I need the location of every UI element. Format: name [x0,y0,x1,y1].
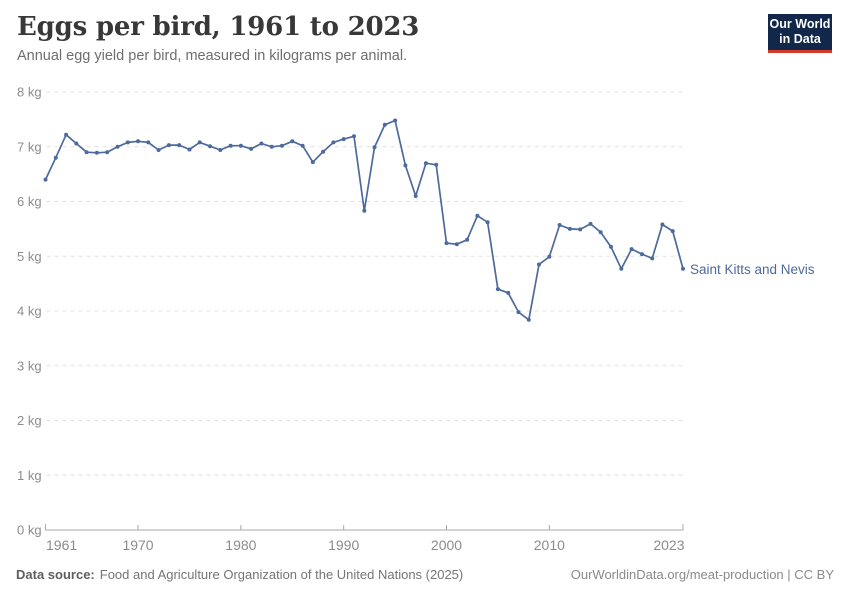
x-axis-label: 1990 [328,537,359,553]
data-point[interactable] [290,139,295,144]
data-point[interactable] [516,310,521,315]
y-axis-label: 3 kg [17,358,42,373]
y-axis-label: 2 kg [17,413,42,428]
data-source-text: Food and Agriculture Organization of the… [99,567,464,582]
x-axis-label: 2010 [534,537,565,553]
data-point[interactable] [105,150,110,155]
data-point[interactable] [259,141,264,146]
data-point[interactable] [444,241,449,246]
data-point[interactable] [598,230,603,235]
data-point[interactable] [465,237,470,242]
owid-logo-line2: in Data [779,32,821,46]
data-point[interactable] [423,161,428,166]
data-point[interactable] [331,140,336,145]
data-point[interactable] [547,254,552,259]
owid-logo[interactable]: Our World in Data [768,14,832,53]
series-entity-label: Saint Kitts and Nevis [690,262,815,277]
data-point[interactable] [269,144,274,149]
data-point[interactable] [475,213,480,218]
data-point[interactable] [362,208,367,213]
owid-logo-line1: Our World [769,17,831,31]
data-point[interactable] [238,143,243,148]
data-point[interactable] [280,143,284,148]
y-axis-label: 5 kg [17,249,42,264]
license-link[interactable]: OurWorldinData.org/meat-production | CC … [570,567,834,582]
data-point[interactable] [434,162,439,167]
data-point[interactable] [64,132,69,137]
y-axis-label: 1 kg [17,468,42,483]
x-axis-label: 2000 [431,537,462,553]
data-point[interactable] [557,223,562,227]
data-point[interactable] [74,141,79,146]
data-point[interactable] [413,194,418,198]
data-point[interactable] [393,118,398,123]
data-point[interactable] [43,177,48,182]
chart-header: Eggs per bird, 1961 to 2023 Annual egg y… [17,12,747,64]
data-point[interactable] [352,134,356,139]
data-point[interactable] [156,148,161,152]
data-point[interactable] [166,143,171,148]
y-axis-label: 4 kg [17,304,42,319]
x-axis-label: 1970 [122,537,153,553]
data-point[interactable] [588,221,593,226]
data-point[interactable] [485,220,490,225]
data-point[interactable] [567,226,572,231]
data-line[interactable] [44,119,684,321]
data-point[interactable] [208,144,212,149]
data-point[interactable] [310,160,315,165]
data-source-label: Data source: [16,567,95,582]
data-point[interactable] [136,139,140,144]
data-point[interactable] [249,146,254,151]
data-point[interactable] [526,317,531,322]
data-point[interactable] [300,143,305,148]
data-point[interactable] [639,252,644,257]
data-point[interactable] [341,137,346,142]
data-point[interactable] [578,227,583,232]
data-point[interactable] [321,149,326,154]
data-point[interactable] [218,148,223,152]
y-axis-label: 7 kg [17,139,42,154]
data-point[interactable] [506,290,511,295]
chart-subtitle: Annual egg yield per bird, measured in k… [17,48,408,64]
data-point[interactable] [146,140,151,145]
data-point[interactable] [84,150,89,155]
y-axis-label: 0 kg [17,523,42,538]
data-point[interactable] [670,229,675,234]
data-point[interactable] [609,244,613,249]
data-point[interactable] [177,143,182,148]
chart-footer: Data source: Food and Agriculture Organiz… [16,567,834,582]
data-point[interactable] [681,266,685,271]
x-axis-label: 2023 [653,537,684,553]
data-point[interactable] [125,140,130,145]
data-point[interactable] [187,147,192,152]
data-point[interactable] [228,143,233,148]
data-point[interactable] [660,222,665,227]
data-point[interactable] [537,262,541,267]
data-point[interactable] [372,145,377,150]
data-point[interactable] [619,266,624,271]
data-point[interactable] [454,242,459,247]
data-point[interactable] [650,256,655,261]
data-point[interactable] [629,247,634,252]
y-axis-label: 8 kg [17,85,42,100]
data-point[interactable] [197,140,202,145]
data-point[interactable] [495,287,500,292]
x-axis-label: 1961 [46,537,77,553]
data-point[interactable] [53,155,58,160]
data-point[interactable] [403,163,408,168]
data-source: Data source: Food and Agriculture Organiz… [16,567,463,582]
x-axis-label: 1980 [225,537,256,553]
data-point[interactable] [94,150,99,155]
data-point[interactable] [115,144,120,149]
y-axis-label: 6 kg [17,194,42,209]
data-point[interactable] [382,122,387,127]
page-title: Eggs per bird, 1961 to 2023 [17,12,420,42]
